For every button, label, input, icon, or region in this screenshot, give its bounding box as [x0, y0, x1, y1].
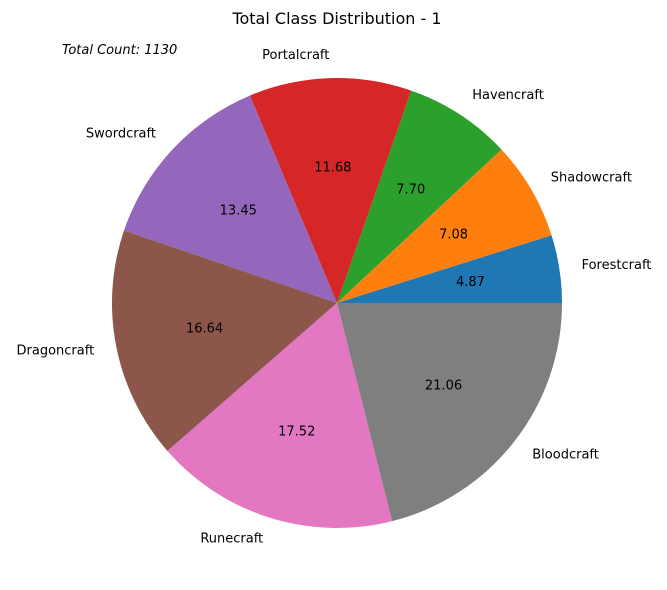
pie-slice-shadowcraft [337, 149, 552, 303]
value-label-runecraft: 17.52 [278, 424, 315, 439]
category-label-dragoncraft: Dragoncraft [17, 343, 95, 358]
category-label-havencraft: Havencraft [472, 88, 544, 103]
chart-title: Total Class Distribution - 1 [231, 9, 441, 28]
total-count-annotation: Total Count: 1130 [62, 43, 177, 58]
value-label-bloodcraft: 21.06 [425, 378, 462, 393]
pie-slice-portalcraft [249, 78, 412, 304]
category-label-bloodcraft: Bloodcraft [532, 448, 599, 463]
category-label-forestcraft: Forestcraft [582, 258, 652, 273]
category-label-runecraft: Runecraft [200, 532, 263, 547]
category-labels: Forestcraft Shadowcraft Havencraft Portalcr… [17, 48, 652, 547]
pie-slice-havencraft [337, 90, 502, 303]
pie-slice-forestcraft [337, 235, 562, 303]
value-label-portalcraft: 11.68 [314, 161, 351, 176]
value-label-forestcraft: 4.87 [456, 275, 485, 290]
value-label-shadowcraft: 7.08 [439, 227, 468, 242]
pie-slice-runecraft [167, 303, 393, 528]
value-label-dragoncraft: 16.64 [186, 322, 223, 337]
category-label-shadowcraft: Shadowcraft [551, 171, 632, 186]
pie-slices [111, 78, 562, 528]
value-labels: 4.87 7.08 7.70 11.68 13.45 16.64 17.52 21.06 [186, 161, 485, 440]
value-label-havencraft: 7.70 [396, 182, 425, 197]
pie-slice-bloodcraft [337, 303, 562, 522]
pie-slice-dragoncraft [111, 230, 337, 451]
category-label-portalcraft: Portalcraft [262, 48, 329, 63]
category-label-swordcraft: Swordcraft [86, 127, 156, 142]
value-label-swordcraft: 13.45 [220, 203, 257, 218]
pie-slice-swordcraft [123, 95, 337, 303]
